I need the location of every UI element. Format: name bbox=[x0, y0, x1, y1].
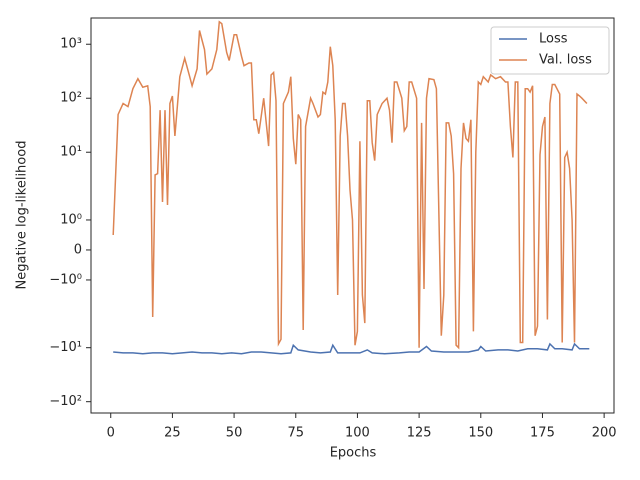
legend-label: Val. loss bbox=[539, 53, 592, 68]
x-axis-label: Epochs bbox=[330, 446, 377, 461]
plot-frame bbox=[90, 17, 615, 414]
y-tick-label: −10¹ bbox=[49, 340, 82, 355]
y-tick-label: −10² bbox=[49, 394, 82, 409]
x-tick-label: 0 bbox=[107, 426, 115, 441]
y-tick-label: 10⁰ bbox=[60, 212, 82, 227]
legend-label: Loss bbox=[539, 32, 568, 47]
y-axis-label: Negative log-likelihood bbox=[15, 141, 30, 290]
x-tick-label: 50 bbox=[226, 426, 243, 441]
x-tick-label: 150 bbox=[468, 426, 493, 441]
x-tick-label: 175 bbox=[530, 426, 555, 441]
series-line bbox=[112, 20, 588, 350]
x-tick-label: 75 bbox=[287, 426, 304, 441]
x-tick-label: 200 bbox=[592, 426, 617, 441]
y-tick-label: 10¹ bbox=[60, 145, 82, 160]
x-tick-label: 25 bbox=[164, 426, 181, 441]
x-tick-label: 100 bbox=[345, 426, 370, 441]
y-tick-label: −10⁰ bbox=[49, 272, 82, 287]
y-tick-label: 10² bbox=[60, 91, 82, 106]
y-tick-label: 0 bbox=[74, 242, 82, 257]
x-tick-label: 125 bbox=[407, 426, 432, 441]
series-line bbox=[113, 342, 590, 355]
y-tick-label: 10³ bbox=[60, 37, 82, 52]
